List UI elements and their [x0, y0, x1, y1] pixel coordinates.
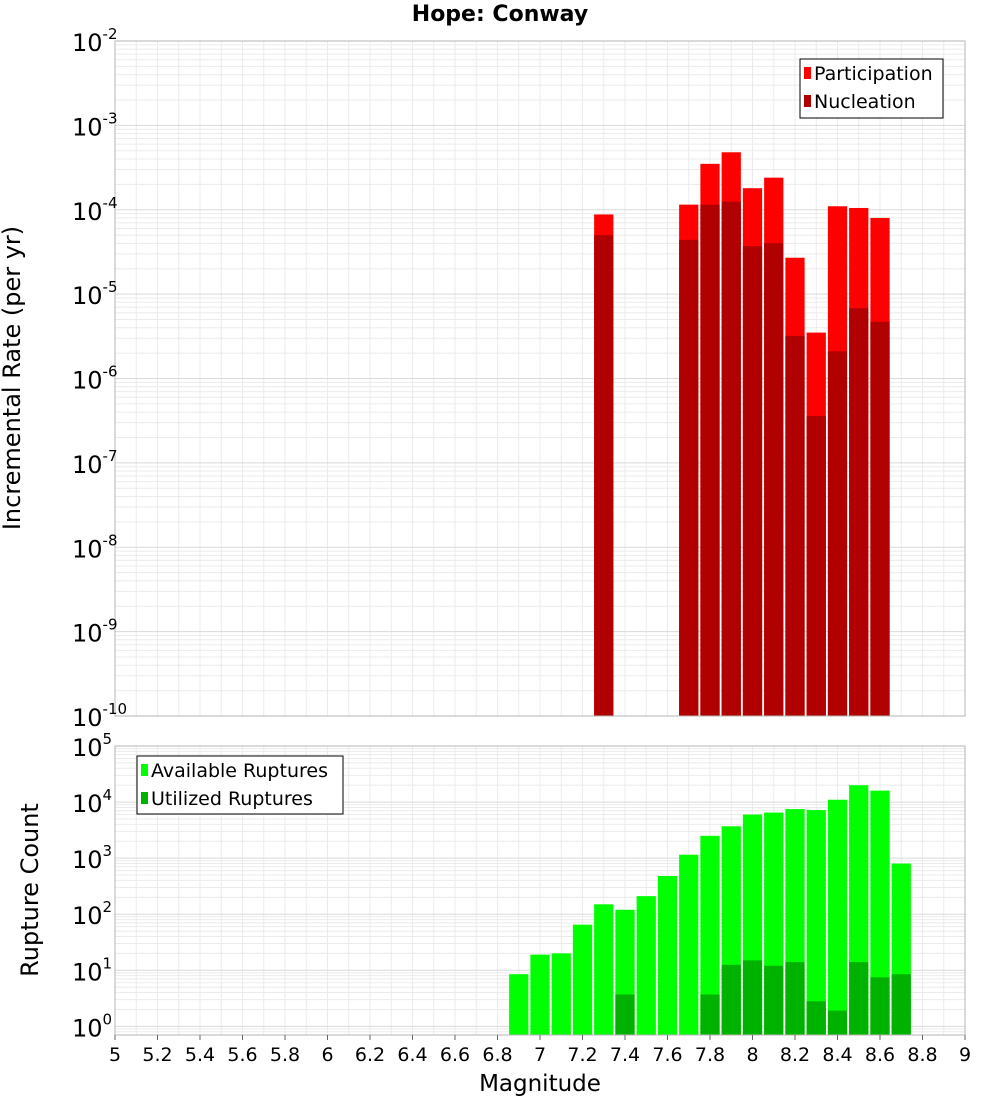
- x-tick-label: 8.8: [907, 1044, 937, 1066]
- bar: [700, 204, 720, 717]
- series-nucleation: [594, 201, 890, 717]
- x-tick-label: 6.6: [440, 1044, 470, 1066]
- bar: [615, 994, 635, 1035]
- legend-swatch: [141, 792, 148, 804]
- x-tick-label: 9: [959, 1044, 971, 1066]
- x-tick-label: 6.8: [482, 1044, 512, 1066]
- bar: [530, 954, 550, 1035]
- bar: [636, 896, 656, 1035]
- y-tick-label: 101: [72, 954, 112, 986]
- y-tick-label: 10-8: [72, 531, 118, 563]
- bar: [721, 964, 741, 1035]
- x-tick-label: 8.6: [865, 1044, 895, 1066]
- y-tick-label: 10-4: [72, 194, 118, 226]
- page-title: Hope: Conway: [411, 2, 589, 27]
- x-tick-label: 6: [321, 1044, 333, 1066]
- legend-label: Available Ruptures: [151, 760, 328, 782]
- bar: [806, 415, 826, 716]
- x-tick-label: 7: [534, 1044, 546, 1066]
- x-axis-label: Magnitude: [479, 1071, 601, 1097]
- legend-label: Nucleation: [814, 91, 916, 113]
- legend-swatch: [804, 95, 811, 107]
- bar: [700, 994, 720, 1035]
- legend-box: [799, 58, 944, 119]
- legend-label: Utilized Ruptures: [151, 788, 313, 810]
- x-tick-label: 5.2: [142, 1044, 172, 1066]
- panel-0: 10-10 10-9 10-8 10-7 10-6 10-5 10-4 10-3 10-2 Inc…: [0, 25, 966, 732]
- bar: [551, 953, 571, 1035]
- legend-label: Participation: [814, 63, 933, 85]
- bar: [509, 974, 529, 1035]
- x-tick-label: 8.2: [780, 1044, 810, 1066]
- bar: [785, 962, 805, 1035]
- y-tick-label: 102: [72, 898, 112, 930]
- x-tick-label: 5.4: [185, 1044, 215, 1066]
- bar: [849, 308, 869, 716]
- x-tick-label: 7.4: [610, 1044, 640, 1066]
- x-tick-label: 5.6: [227, 1044, 257, 1066]
- series-utilized-ruptures: [615, 960, 911, 1035]
- y-tick-label: 10-10: [72, 700, 127, 732]
- bar: [891, 974, 911, 1035]
- x-tick-label: 8.4: [822, 1044, 852, 1066]
- bar: [870, 321, 890, 716]
- bar: [594, 904, 614, 1035]
- bar: [785, 335, 805, 716]
- y-axis-label: Incremental Rate (per yr): [0, 226, 26, 530]
- y-tick-label: 10-6: [72, 363, 118, 395]
- y-tick-label: 10-7: [72, 447, 118, 479]
- bar: [870, 977, 890, 1035]
- y-tick-label: 105: [72, 730, 112, 762]
- x-tick-label: 7.8: [695, 1044, 725, 1066]
- bar: [721, 201, 741, 716]
- y-axis-label: Rupture Count: [16, 803, 44, 977]
- bar: [700, 835, 720, 1035]
- bar: [870, 790, 890, 1035]
- bar: [806, 810, 826, 1035]
- legend-box: [136, 755, 344, 815]
- legend: Available Ruptures Utilized Ruptures: [136, 755, 344, 815]
- legend-swatch: [804, 67, 811, 79]
- x-tick-label: 6.2: [355, 1044, 385, 1066]
- bar: [849, 962, 869, 1035]
- bar: [806, 1001, 826, 1035]
- bar: [742, 246, 763, 716]
- bar: [572, 924, 593, 1035]
- x-tick-label: 5: [109, 1044, 121, 1066]
- bar: [679, 239, 699, 716]
- plot-frame: [114, 40, 966, 717]
- y-tick-label: 10-5: [72, 278, 118, 310]
- x-tick-label: 7.2: [567, 1044, 597, 1066]
- bar: [594, 235, 614, 716]
- panel-1: 100 101 102 103 104 105 Rupture Count 5 5.2 5.4 5.…: [16, 730, 971, 1097]
- bar: [679, 854, 699, 1035]
- x-tick-label: 7.6: [652, 1044, 682, 1066]
- legend: Participation Nucleation: [799, 58, 944, 119]
- bar: [764, 243, 784, 717]
- legend-swatch: [141, 764, 148, 776]
- y-tick-label: 104: [72, 786, 112, 818]
- x-tick-label: 8: [746, 1044, 758, 1066]
- y-tick-label: 10-2: [72, 25, 118, 57]
- y-tick-label: 10-3: [72, 109, 118, 141]
- bar: [827, 799, 848, 1035]
- y-tick-label: 100: [72, 1010, 112, 1042]
- bar: [827, 1010, 848, 1035]
- x-tick-label: 5.8: [270, 1044, 300, 1066]
- y-tick-label: 10-9: [72, 616, 118, 648]
- bar: [764, 965, 784, 1035]
- x-tick-label: 6.4: [397, 1044, 427, 1066]
- y-tick-label: 103: [72, 842, 112, 874]
- bar: [742, 960, 763, 1035]
- bar: [827, 351, 848, 716]
- bar: [657, 875, 678, 1035]
